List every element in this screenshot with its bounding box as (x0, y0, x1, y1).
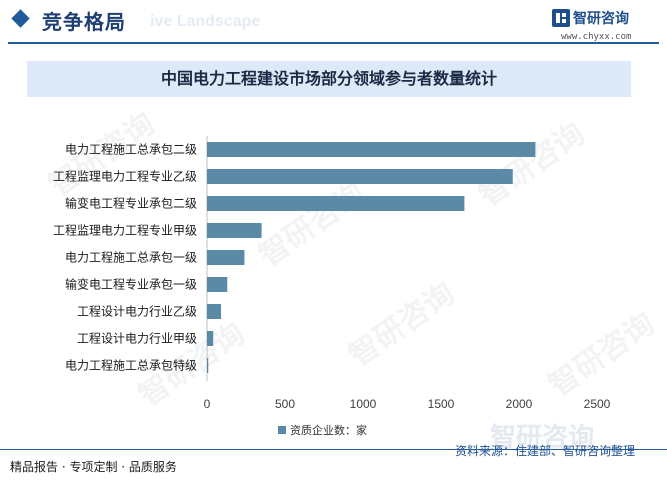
category-label: 工程监理电力工程专业甲级 (53, 223, 197, 238)
header-ghost-text: ive Landscape (150, 13, 261, 30)
footer-divider (0, 449, 667, 450)
x-tick-label: 0 (204, 397, 211, 411)
header-divider (8, 42, 659, 44)
bar (207, 196, 465, 211)
category-label: 工程设计电力行业乙级 (77, 304, 197, 319)
category-label: 输变电工程专业承包二级 (65, 196, 197, 211)
category-label: 电力工程施工总承包一级 (65, 250, 197, 265)
brand-name: 智研咨询 (573, 11, 629, 27)
x-tick-label: 1000 (350, 397, 377, 411)
bar (207, 304, 222, 319)
category-label: 输变电工程专业承包一级 (65, 277, 197, 292)
bar (207, 250, 245, 265)
footer-tagline: 精品报告 · 专项定制 · 品质服务 (10, 460, 177, 474)
chart-title-band: 中国电力工程建设市场部分领域参与者数量统计 (27, 61, 631, 97)
source-watermark: 智研咨询 (490, 423, 595, 453)
page-header: ive Landscape 竞争格局 (0, 0, 667, 46)
chart-title: 中国电力工程建设市场部分领域参与者数量统计 (160, 69, 497, 88)
category-label: 电力工程施工总承包二级 (65, 142, 197, 157)
brand-block: 智研咨询 www.chyxx.com (545, 6, 655, 44)
brand-logo-icon (552, 9, 570, 27)
bar (207, 358, 209, 373)
bar (207, 331, 214, 346)
category-label: 电力工程施工总承包特级 (65, 358, 197, 373)
x-tick-label: 2000 (506, 397, 533, 411)
bar (207, 277, 228, 292)
category-label: 工程监理电力工程专业乙级 (53, 169, 197, 184)
bar (207, 169, 513, 184)
legend-label: 资质企业数：家 (290, 423, 367, 437)
x-tick-label: 500 (275, 397, 295, 411)
category-label: 工程设计电力行业甲级 (77, 331, 197, 346)
bar (207, 142, 536, 157)
legend-swatch (278, 426, 286, 434)
source-text: 资料来源：住建部、智研咨询整理 (455, 444, 636, 458)
page-footer: 精品报告 · 专项定制 · 品质服务 (0, 449, 667, 484)
x-tick-label: 2500 (584, 397, 611, 411)
x-tick-label: 1500 (428, 397, 455, 411)
bar (207, 223, 262, 238)
section-title: 竞争格局 (42, 10, 126, 34)
brand-url: www.chyxx.com (561, 32, 632, 42)
